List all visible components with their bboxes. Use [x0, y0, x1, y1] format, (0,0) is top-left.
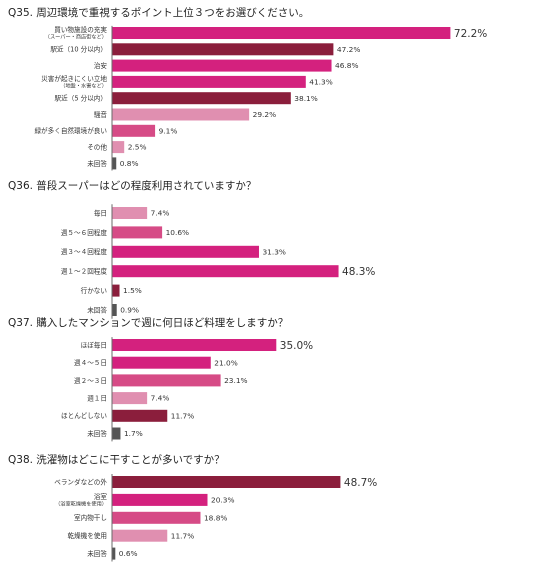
q38-value-label: 48.7% — [344, 477, 377, 489]
q38-bar — [112, 547, 116, 560]
q38-category-sublabel: （浴室乾燥機を使用） — [55, 500, 107, 508]
q36-value-label: 10.6% — [166, 228, 189, 237]
q36-category-label: 週５～６回程度 — [61, 228, 108, 237]
q38-category-label: 乾燥機を使用 — [67, 531, 107, 540]
q38-bar — [112, 511, 201, 524]
q35-category-label: 緑が多く自然環境が良い — [34, 126, 107, 135]
q36-value-label: 0.9% — [120, 306, 139, 315]
q35-bar — [112, 92, 291, 105]
q37-category-label: 週４～５日 — [74, 358, 107, 367]
q38-category-label: 未回答 — [87, 549, 107, 558]
q35-value-label: 0.8% — [120, 159, 139, 168]
q38-value-label: 18.8% — [204, 513, 227, 522]
q37-value-label: 1.7% — [124, 429, 143, 438]
q36-value-label: 7.4% — [151, 209, 170, 218]
q38-title: Q38. 洗濯物はどこに干すことが多いですか？ — [8, 454, 225, 466]
q36-title: Q36. 普段スーパーはどの程度利用されていますか？ — [8, 180, 257, 192]
q35-category-sublabel: （地盤・水害など） — [60, 82, 107, 90]
q35-bar — [112, 157, 117, 170]
q36-value-label: 48.3% — [342, 266, 375, 278]
q36-bar — [112, 245, 259, 258]
q35-bar — [112, 27, 451, 39]
q35-category-label: 治安 — [94, 61, 108, 70]
q35-category-label: 駅近（5 分以内） — [55, 94, 107, 103]
q35-bar — [112, 59, 332, 72]
q37-category-label: 未回答 — [87, 429, 107, 438]
q37-category-label: ほとんどしない — [61, 412, 107, 420]
q37-bar — [112, 356, 211, 369]
q36-bar — [112, 226, 163, 239]
q37-bar — [112, 392, 148, 405]
q35-category-label: その他 — [87, 143, 107, 152]
q38-value-label: 20.3% — [211, 496, 234, 505]
q37-bar — [112, 409, 168, 422]
q35-category-label: 未回答 — [87, 159, 107, 168]
q36-bar — [112, 304, 117, 316]
q38-value-label: 0.6% — [119, 549, 138, 558]
q35-bar — [112, 43, 334, 56]
q35-value-label: 2.5% — [128, 143, 147, 152]
q35-title: Q35. 周辺環境で重視するポイント上位３つをお選びください。 — [8, 7, 310, 19]
q37-value-label: 11.7% — [171, 411, 194, 420]
q37-bar — [112, 374, 221, 387]
q36-category-label: 週１～２回程度 — [61, 267, 108, 276]
q36-category-label: 未回答 — [87, 305, 107, 314]
q37-value-label: 35.0% — [280, 340, 313, 352]
q35-value-label: 46.8% — [335, 61, 358, 70]
q35-value-label: 9.1% — [159, 126, 178, 135]
q35-value-label: 47.2% — [337, 45, 360, 54]
q37-value-label: 7.4% — [151, 394, 170, 403]
q38-category-label: ベランダなどの外 — [54, 477, 107, 486]
q38-bar — [112, 476, 341, 488]
q35-category-label: 駅近（10 分以内） — [50, 45, 107, 54]
q37-value-label: 21.0% — [214, 358, 237, 367]
q36-value-label: 31.3% — [262, 247, 285, 256]
q35-value-label: 29.2% — [253, 110, 276, 119]
q36-bar — [112, 284, 120, 297]
q38-bar — [112, 529, 168, 542]
q37-category-label: 週２～３日 — [74, 376, 107, 385]
q35-value-label: 41.3% — [309, 78, 332, 87]
q38-category-label: 浴室 — [94, 492, 108, 501]
q38-category-label: 室内物干し — [74, 513, 107, 522]
q35-category-label: 騒音 — [94, 110, 108, 119]
q35-category-label: 買い物施設の充実 — [54, 25, 107, 34]
q37-category-label: 週１日 — [87, 394, 107, 403]
q38-bar — [112, 493, 208, 506]
q37-title: Q37. 購入したマンションで週に何日ほど料理をしますか？ — [8, 317, 289, 329]
q37-bar — [112, 339, 277, 351]
q36-bar — [112, 265, 339, 278]
q35-bar — [112, 124, 156, 137]
q36-bar — [112, 207, 148, 219]
q35-bar — [112, 108, 250, 121]
q37-value-label: 23.1% — [224, 376, 247, 385]
q36-category-label: 行かない — [81, 286, 108, 295]
q36-category-label: 週３～４回程度 — [61, 247, 108, 256]
q35-value-label: 72.2% — [454, 28, 487, 40]
q38-value-label: 11.7% — [171, 531, 194, 540]
q37-bar — [112, 427, 121, 440]
q35-bar — [112, 141, 125, 154]
q35-bar — [112, 75, 306, 88]
q35-value-label: 38.1% — [294, 94, 317, 103]
q35-category-sublabel: （スーパー・商店街など） — [45, 33, 107, 41]
q37-category-label: ほぼ毎日 — [81, 340, 107, 349]
q35-category-label: 災害が起きにくい立地 — [41, 74, 107, 83]
q36-category-label: 毎日 — [94, 208, 107, 217]
q36-value-label: 1.5% — [123, 286, 142, 295]
